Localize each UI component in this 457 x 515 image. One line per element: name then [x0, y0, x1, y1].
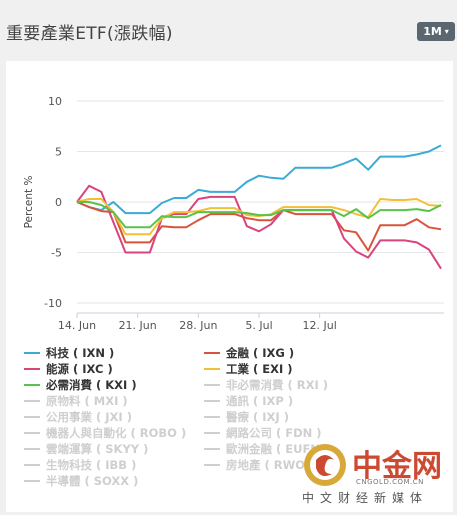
legend-item[interactable]: 非必需消費 ( RXI ) [204, 377, 328, 393]
y-tick-label-3: -5 [51, 247, 62, 260]
legend-swatch [204, 400, 220, 402]
legend-swatch [24, 432, 40, 434]
legend-item[interactable]: 機器人與自動化 ( ROBO ) [24, 425, 186, 441]
legend-swatch [24, 480, 40, 482]
legend-label: 生物科技 ( IBB ) [46, 458, 137, 472]
legend-label: 醫療 ( IXJ ) [226, 410, 289, 424]
legend-item[interactable]: 通訊 ( IXP ) [204, 393, 293, 409]
legend-swatch [24, 384, 40, 386]
range-dropdown-button[interactable]: 1M ▾ [417, 22, 455, 41]
legend-swatch [24, 368, 40, 370]
series-line-4 [77, 201, 442, 229]
y-tick-label-0: 10 [48, 95, 62, 108]
page-title: 重要產業ETF(漲跌幅) [6, 24, 173, 44]
legend-swatch [204, 432, 220, 434]
legend-item[interactable]: 必需消費 ( KXI ) [24, 377, 137, 393]
y-tick-label-2: 0 [55, 196, 62, 209]
legend-item[interactable]: 醫療 ( IXJ ) [204, 409, 289, 425]
legend-item[interactable]: 網路公司 ( FDN ) [204, 425, 322, 441]
legend-swatch [204, 416, 220, 418]
legend-swatch [204, 448, 220, 450]
legend-label: 必需消費 ( KXI ) [46, 378, 137, 392]
chevron-down-icon: ▾ [444, 27, 449, 36]
legend-label: 雲端運算 ( SKYY ) [46, 442, 149, 456]
y-axis-label: Percent % [23, 176, 35, 229]
legend-label: 歐洲金融 ( EUFN ) [226, 442, 330, 456]
legend-swatch [204, 368, 220, 370]
series-line-0 [76, 144, 442, 215]
legend-label: 金融 ( IXG ) [226, 346, 295, 360]
series-line-3 [76, 198, 442, 236]
chart-card: 10 5 0 -5 -10 14. Jun 21. Jun 28. Jun 5. Jul 12. … [6, 61, 453, 512]
watermark-tagline: 中文财经新媒体 [302, 491, 429, 505]
x-tick-label-1: 21. Jun [119, 319, 157, 332]
y-tick-label-4: -10 [44, 297, 62, 310]
legend-item[interactable]: 公用事業 ( JXI ) [24, 409, 132, 425]
legend-item[interactable]: 能源 ( IXC ) [24, 361, 113, 377]
legend-item[interactable]: 科技 ( IXN ) [24, 345, 114, 361]
legend-label: 半導體 ( SOXX ) [46, 474, 139, 488]
watermark-url: CNGOLD.COM.CN [356, 478, 424, 486]
y-tick-label-1: 5 [55, 146, 62, 159]
series-line-1 [76, 201, 442, 252]
legend-label: 通訊 ( IXP ) [226, 394, 294, 408]
x-tick-label-3: 5. Jul [245, 319, 272, 332]
legend-swatch [24, 416, 40, 418]
legend-swatch [24, 448, 40, 450]
legend-swatch [24, 400, 40, 402]
legend-item[interactable]: 歐洲金融 ( EUFN ) [204, 441, 329, 457]
legend-item[interactable]: 生物科技 ( IBB ) [24, 457, 136, 473]
legend-swatch [24, 352, 40, 354]
legend-label: 科技 ( IXN ) [46, 346, 115, 360]
legend-swatch [204, 352, 220, 354]
legend-label: 機器人與自動化 ( ROBO ) [46, 426, 187, 440]
x-tick-label-2: 28. Jun [179, 319, 217, 332]
legend-label: 原物料 ( MXI ) [46, 394, 128, 408]
legend-swatch [204, 384, 220, 386]
legend-label: 能源 ( IXC ) [46, 362, 113, 376]
x-tick-label-4: 12. Jul [303, 319, 337, 332]
legend-item[interactable]: 工業 ( EXI ) [204, 361, 293, 377]
legend-label: 房地產 ( RWO ) [226, 458, 315, 472]
range-label: 1M [423, 25, 442, 38]
legend-label: 公用事業 ( JXI ) [46, 410, 132, 424]
legend-item[interactable]: 金融 ( IXG ) [204, 345, 294, 361]
legend-swatch [204, 464, 220, 466]
legend-label: 非必需消費 ( RXI ) [226, 378, 329, 392]
legend-swatch [24, 464, 40, 466]
legend-item[interactable]: 半導體 ( SOXX ) [24, 473, 138, 489]
legend-item[interactable]: 雲端運算 ( SKYY ) [24, 441, 148, 457]
legend-item[interactable]: 房地產 ( RWO ) [204, 457, 314, 473]
series-line-2 [76, 184, 442, 270]
legend-label: 工業 ( EXI ) [226, 362, 293, 376]
watermark: 中金网 CNGOLD.COM.CN 中文财经新媒体 [302, 441, 452, 511]
line-chart: 10 5 0 -5 -10 14. Jun 21. Jun 28. Jun 5. Jul 12. … [23, 95, 444, 332]
watermark-brand: 中金网 [352, 449, 442, 484]
cngold-logo [304, 444, 346, 486]
legend-label: 網路公司 ( FDN ) [226, 426, 322, 440]
x-tick-label-0: 14. Jun [58, 319, 96, 332]
legend-item[interactable]: 原物料 ( MXI ) [24, 393, 128, 409]
